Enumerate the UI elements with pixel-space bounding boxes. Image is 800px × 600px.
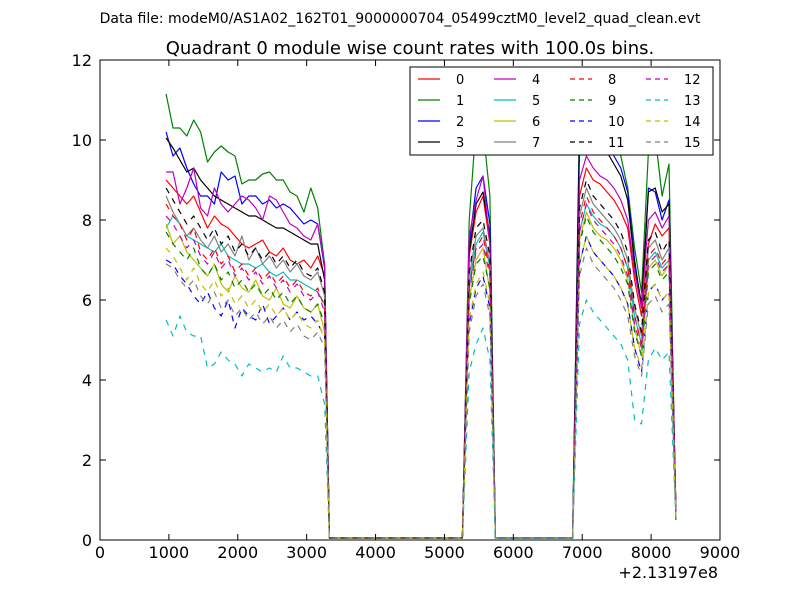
legend-label-14: 14 [684,115,701,130]
legend-label-4: 4 [532,73,540,88]
x-offset-label: +2.13197e8 [618,563,718,582]
y-tick-label: 10 [72,131,92,150]
series-group [165,91,677,539]
x-tick-label: 7000 [562,543,603,562]
x-tick-label: 9000 [700,543,741,562]
legend-label-2: 2 [456,115,464,130]
y-tick-label: 12 [72,51,92,70]
x-tick-label: 4000 [355,543,396,562]
legend-label-3: 3 [456,136,464,151]
legend-label-9: 9 [608,94,616,109]
y-tick-label: 2 [82,451,92,470]
series-line-9 [165,215,677,539]
legend-label-11: 11 [608,136,625,151]
legend-label-15: 15 [684,136,701,151]
legend-label-5: 5 [532,94,540,109]
legend-label-12: 12 [684,73,701,88]
legend-label-10: 10 [608,115,625,130]
series-line-8 [165,195,677,539]
legend-label-8: 8 [608,73,616,88]
x-tick-label: 0 [95,543,105,562]
x-tick-label: 8000 [631,543,672,562]
series-line-14 [165,235,677,539]
legend-label-13: 13 [684,94,701,109]
x-tick-label: 5000 [424,543,465,562]
y-tick-label: 6 [82,291,92,310]
series-line-15 [165,247,677,539]
x-tick-label: 1000 [149,543,190,562]
x-axis: 0 1000 2000 3000 4000 5000 6000 7000 8000 9000 [95,60,740,562]
series-line-11 [165,179,677,539]
x-tick-label: 6000 [493,543,534,562]
series-line-13 [165,299,677,539]
legend-label-0: 0 [456,73,464,88]
legend-label-1: 1 [456,94,464,109]
y-tick-label: 0 [82,531,92,550]
chart-title: Quadrant 0 module wise count rates with … [166,38,655,59]
legend-label-7: 7 [532,136,540,151]
legend-label-6: 6 [532,115,540,130]
legend-box [409,66,714,156]
x-tick-label: 2000 [217,543,258,562]
x-tick-label: 3000 [286,543,327,562]
y-tick-label: 4 [82,371,92,390]
y-tick-label: 8 [82,211,92,230]
suptitle: Data file: modeM0/AS1A02_162T01_90000007… [100,11,701,27]
